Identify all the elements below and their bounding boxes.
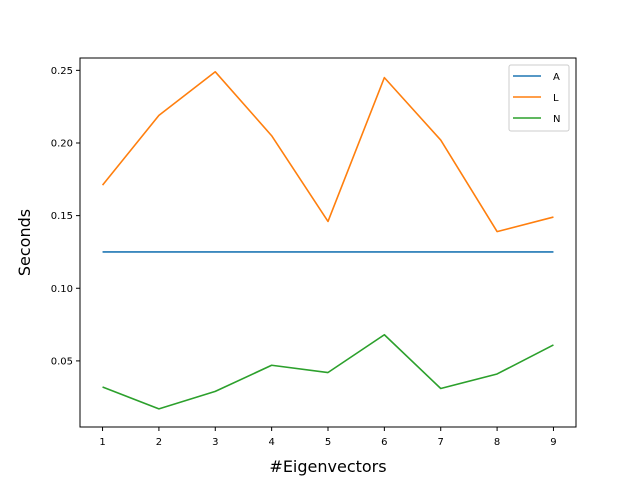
x-tick-label: 4 bbox=[268, 437, 274, 448]
legend-label-l: L bbox=[553, 93, 559, 104]
y-tick-label: 0.25 bbox=[51, 66, 73, 77]
x-axis-ticks: 1 2 3 4 5 6 7 8 9 bbox=[99, 427, 557, 448]
x-tick-label: 2 bbox=[156, 437, 162, 448]
x-tick-label: 6 bbox=[381, 437, 387, 448]
x-tick-label: 5 bbox=[325, 437, 331, 448]
y-tick-label: 0.05 bbox=[51, 356, 73, 367]
x-tick-label: 8 bbox=[494, 437, 500, 448]
plot-area bbox=[80, 58, 576, 427]
series-lines bbox=[101, 71, 554, 410]
legend: ALN bbox=[508, 64, 570, 132]
y-axis-ticks: 0.05 0.10 0.15 0.20 0.25 bbox=[51, 66, 80, 367]
series-line-n bbox=[102, 333, 554, 410]
y-tick-label: 0.10 bbox=[51, 284, 73, 295]
x-tick-label: 1 bbox=[99, 437, 105, 448]
plot-frame bbox=[79, 57, 577, 428]
x-axis-title: #Eigenvectors bbox=[269, 457, 386, 476]
y-tick-label: 0.20 bbox=[51, 138, 73, 149]
legend-label-a: A bbox=[553, 72, 560, 83]
x-tick-label: 7 bbox=[438, 437, 444, 448]
series-line-l bbox=[101, 71, 554, 233]
y-tick-label: 0.15 bbox=[51, 211, 73, 222]
x-tick-label: 9 bbox=[550, 437, 556, 448]
x-tick-label: 3 bbox=[212, 437, 218, 448]
y-axis-title: Seconds bbox=[15, 209, 34, 276]
legend-frame bbox=[508, 64, 570, 132]
legend-label-n: N bbox=[553, 114, 560, 125]
